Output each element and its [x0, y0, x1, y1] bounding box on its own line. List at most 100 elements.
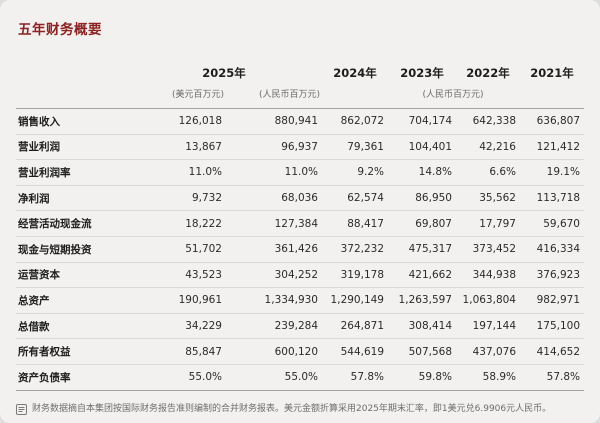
note-icon — [16, 403, 27, 415]
cell-value: 175,100 — [536, 320, 580, 333]
unit-rmb-millions-group: (人民币百万元) — [422, 89, 484, 100]
cell-value: 9,732 — [191, 192, 222, 205]
cell-value: 704,174 — [408, 115, 452, 128]
cell-value: 197,144 — [472, 320, 516, 333]
unit-rmb-millions: (人民币百万元) — [258, 89, 320, 100]
cell-value: 127,384 — [274, 217, 318, 230]
cell-value: 121,412 — [536, 140, 580, 153]
cell-value: 55.0% — [188, 371, 222, 384]
cell-value: 85,847 — [185, 345, 222, 358]
cell-value: 18,222 — [185, 217, 222, 230]
cell-value: 126,018 — [178, 115, 222, 128]
row-label: 总借款 — [18, 320, 50, 333]
row-label: 运营资本 — [18, 269, 60, 282]
cell-value: 17,797 — [479, 217, 516, 230]
cell-value: 544,619 — [340, 345, 384, 358]
col-header-2024: 2024年 — [333, 66, 377, 80]
cell-value: 507,568 — [408, 345, 452, 358]
table-row-total-borrowings: 总借款 34,229 239,284 264,871 308,414 197,1… — [16, 314, 584, 340]
cell-value: 264,871 — [340, 320, 384, 333]
table-unit-row: (美元百万元) (人民币百万元) (人民币百万元) — [16, 84, 584, 109]
cell-value: 1,334,930 — [264, 294, 318, 307]
table-row-operating-profit: 营业利润 13,867 96,937 79,361 104,401 42,216… — [16, 135, 584, 161]
row-label: 营业利润 — [18, 141, 60, 154]
cell-value: 982,971 — [536, 294, 580, 307]
cell-value: 361,426 — [274, 243, 318, 256]
cell-value: 35,562 — [479, 192, 516, 205]
cell-value: 113,718 — [536, 192, 580, 205]
col-header-2021: 2021年 — [530, 66, 574, 80]
cell-value: 57.8% — [546, 371, 580, 384]
cell-value: 58.9% — [482, 371, 516, 384]
col-header-2023: 2023年 — [400, 66, 444, 80]
cell-value: 59,670 — [543, 217, 580, 230]
cell-value: 416,334 — [536, 243, 580, 256]
row-label: 营业利润率 — [18, 166, 71, 179]
cell-value: 319,178 — [340, 268, 384, 281]
row-label: 总资产 — [18, 294, 50, 307]
cell-value: 69,807 — [415, 217, 452, 230]
cell-value: 373,452 — [472, 243, 516, 256]
cell-value: 376,923 — [536, 268, 580, 281]
unit-usd-millions: (美元百万元) — [171, 89, 224, 100]
cell-value: 79,361 — [347, 140, 384, 153]
cell-value: 86,950 — [415, 192, 452, 205]
table-row-operating-margin: 营业利润率 11.0% 11.0% 9.2% 14.8% 6.6% 19.1% — [16, 160, 584, 186]
table-row-sales-revenue: 销售收入 126,018 880,941 862,072 704,174 642… — [16, 109, 584, 135]
cell-value: 1,263,597 — [398, 294, 452, 307]
cell-value: 239,284 — [274, 320, 318, 333]
cell-value: 11.0% — [188, 166, 222, 179]
table-row-working-capital: 运营资本 43,523 304,252 319,178 421,662 344,… — [16, 263, 584, 289]
cell-value: 344,938 — [472, 268, 516, 281]
cell-value: 414,652 — [536, 345, 580, 358]
footnote-text: 财务数据摘自本集团按国际财务报告准则编制的合并财务报表。美元金额折算采用2025… — [32, 403, 552, 414]
cell-value: 642,338 — [472, 115, 516, 128]
cell-value: 62,574 — [347, 192, 384, 205]
cell-value: 59.8% — [418, 371, 452, 384]
row-label: 经营活动现金流 — [18, 218, 92, 231]
cell-value: 51,702 — [185, 243, 222, 256]
cell-value: 68,036 — [281, 192, 318, 205]
cell-value: 304,252 — [274, 268, 318, 281]
cell-value: 437,076 — [472, 345, 516, 358]
cell-value: 57.8% — [350, 371, 384, 384]
row-label: 所有者权益 — [18, 346, 71, 359]
cell-value: 636,807 — [536, 115, 580, 128]
cell-value: 6.6% — [489, 166, 516, 179]
cell-value: 96,937 — [281, 140, 318, 153]
table-row-liability-ratio: 资产负债率 55.0% 55.0% 57.8% 59.8% 58.9% 57.8… — [16, 365, 584, 391]
cell-value: 104,401 — [408, 140, 452, 153]
cell-value: 43,523 — [185, 268, 222, 281]
cell-value: 34,229 — [185, 320, 222, 333]
table-row-operating-cash-flow: 经营活动现金流 18,222 127,384 88,417 69,807 17,… — [16, 211, 584, 237]
table-row-total-assets: 总资产 190,961 1,334,930 1,290,149 1,263,59… — [16, 288, 584, 314]
page-title: 五年财务概要 — [18, 22, 102, 38]
cell-value: 11.0% — [284, 166, 318, 179]
cell-value: 190,961 — [178, 294, 222, 307]
table-header-row: 2025年 2024年 2023年 2022年 2021年 — [16, 62, 584, 84]
cell-value: 88,417 — [347, 217, 384, 230]
cell-value: 42,216 — [479, 140, 516, 153]
cell-value: 14.8% — [418, 166, 452, 179]
cell-value: 1,063,804 — [462, 294, 516, 307]
table-row-owners-equity: 所有者权益 85,847 600,120 544,619 507,568 437… — [16, 339, 584, 365]
cell-value: 880,941 — [274, 115, 318, 128]
table-row-net-profit: 净利润 9,732 68,036 62,574 86,950 35,562 11… — [16, 186, 584, 212]
row-label: 资产负债率 — [18, 371, 71, 384]
cell-value: 19.1% — [546, 166, 580, 179]
row-label: 销售收入 — [18, 115, 60, 128]
cell-value: 1,290,149 — [330, 294, 384, 307]
five-year-financial-table: 2025年 2024年 2023年 2022年 2021年 (美元百万元) (人… — [16, 62, 584, 391]
table-row-cash-short-term-investments: 现金与短期投资 51,702 361,426 372,232 475,317 3… — [16, 237, 584, 263]
cell-value: 9.2% — [357, 166, 384, 179]
cell-value: 372,232 — [340, 243, 384, 256]
row-label: 现金与短期投资 — [18, 243, 92, 256]
row-label: 净利润 — [18, 192, 50, 205]
cell-value: 13,867 — [185, 140, 222, 153]
col-header-2022: 2022年 — [466, 66, 510, 80]
cell-value: 421,662 — [408, 268, 452, 281]
col-header-2025: 2025年 — [202, 66, 246, 80]
cell-value: 308,414 — [408, 320, 452, 333]
cell-value: 475,317 — [408, 243, 452, 256]
